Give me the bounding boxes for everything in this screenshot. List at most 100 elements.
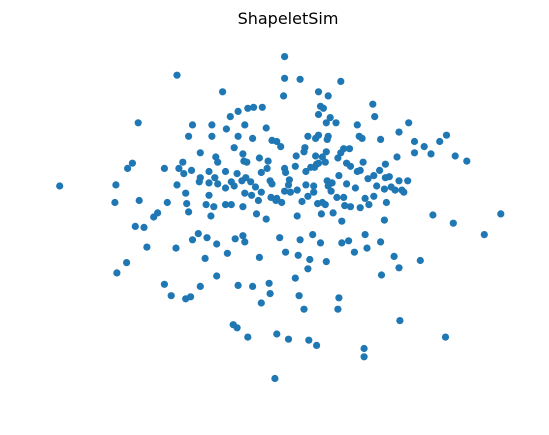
scatter-point: [341, 202, 349, 210]
scatter-point: [343, 180, 351, 188]
scatter-point: [358, 134, 366, 142]
scatter-point: [167, 292, 175, 300]
scatter-point: [234, 281, 242, 289]
scatter-point: [356, 204, 364, 212]
scatter-point: [227, 201, 235, 209]
scatter-point: [271, 374, 279, 383]
scatter-point: [219, 88, 227, 96]
scatter-point: [244, 104, 252, 112]
scatter-point: [183, 200, 191, 208]
scatter-point: [327, 187, 335, 195]
scatter-point: [255, 253, 263, 261]
scatter-point: [56, 182, 64, 190]
scatter-point: [265, 279, 273, 287]
scatter-point: [205, 179, 213, 187]
scatter-point: [332, 119, 340, 127]
scatter-point: [361, 194, 369, 202]
scatter-point: [143, 243, 151, 251]
scatter-point: [345, 145, 354, 153]
scatter-point: [203, 234, 211, 242]
scatter-point: [310, 182, 318, 190]
scatter-point: [124, 164, 132, 172]
scatter-point: [298, 197, 306, 206]
scatter-point: [182, 189, 190, 197]
scatter-point: [314, 131, 323, 139]
scatter-point: [239, 203, 247, 211]
scatter-point: [188, 236, 197, 244]
scatter-point: [284, 335, 293, 343]
scatter-point: [429, 211, 437, 219]
scatter-point: [350, 248, 358, 256]
scatter-point: [345, 237, 353, 245]
scatter-point: [257, 168, 265, 177]
scatter-point: [266, 290, 274, 298]
scatter-point: [262, 124, 270, 132]
scatter-point: [410, 137, 419, 146]
scatter-point: [296, 236, 304, 244]
scatter-point: [201, 254, 209, 262]
scatter-point: [302, 181, 310, 189]
scatter-point: [221, 167, 230, 176]
scatter-point: [214, 158, 222, 166]
scatter-point: [131, 222, 139, 230]
scatter-point: [195, 178, 203, 186]
scatter-point: [314, 88, 323, 96]
scatter-point: [340, 193, 348, 201]
scatter-point: [296, 75, 304, 83]
scatter-point: [112, 181, 120, 189]
scatter-point: [404, 177, 412, 185]
scatter-point: [281, 187, 289, 195]
scatter-point: [385, 173, 393, 181]
scatter-point: [324, 92, 332, 100]
scatter-point: [196, 149, 204, 157]
scatter-point: [292, 152, 300, 160]
scatter-point: [449, 219, 457, 227]
scatter-point: [282, 248, 290, 256]
scatter-point: [441, 333, 450, 341]
scatter-point: [276, 234, 284, 242]
scatter-point: [243, 158, 251, 166]
scatter-point: [436, 137, 444, 146]
scatter-point: [173, 71, 181, 79]
scatter-point: [150, 213, 158, 221]
scatter-point: [258, 103, 266, 111]
scatter-point: [346, 162, 355, 170]
scatter-point: [187, 166, 196, 174]
scatter-point: [393, 153, 401, 161]
scatter-point: [208, 121, 216, 129]
scatter-point: [210, 203, 218, 211]
scatter-point: [214, 180, 222, 188]
scatter-point: [353, 167, 361, 176]
scatter-point: [179, 158, 187, 166]
scatter-point: [182, 295, 190, 303]
scatter-point: [364, 175, 372, 183]
scatter-point: [319, 104, 327, 112]
scatter-points: [56, 53, 505, 383]
scatter-point: [230, 144, 238, 152]
scatter-point: [244, 333, 252, 341]
scatter-point: [427, 150, 435, 158]
scatter-point: [391, 186, 399, 194]
scatter-point: [333, 193, 341, 201]
scatter-point: [231, 235, 239, 243]
scatter-point: [334, 305, 342, 313]
scatter-point: [293, 186, 301, 194]
scatter-point: [223, 249, 231, 257]
scatter-point: [316, 239, 325, 247]
scatter-point: [135, 196, 143, 205]
scatter-point: [377, 271, 386, 279]
scatter-point: [242, 174, 250, 182]
scatter-point: [321, 201, 329, 209]
scatter-point: [380, 216, 388, 224]
scatter-point: [123, 259, 131, 267]
scatter-point: [338, 217, 346, 225]
scatter-point: [226, 113, 234, 121]
scatter-point: [451, 152, 459, 160]
scatter-point: [360, 353, 368, 361]
scatter-point: [273, 137, 281, 146]
scatter-point: [361, 231, 369, 239]
scatter-point: [239, 150, 247, 158]
scatter-point: [234, 107, 242, 115]
scatter-point: [196, 282, 204, 290]
